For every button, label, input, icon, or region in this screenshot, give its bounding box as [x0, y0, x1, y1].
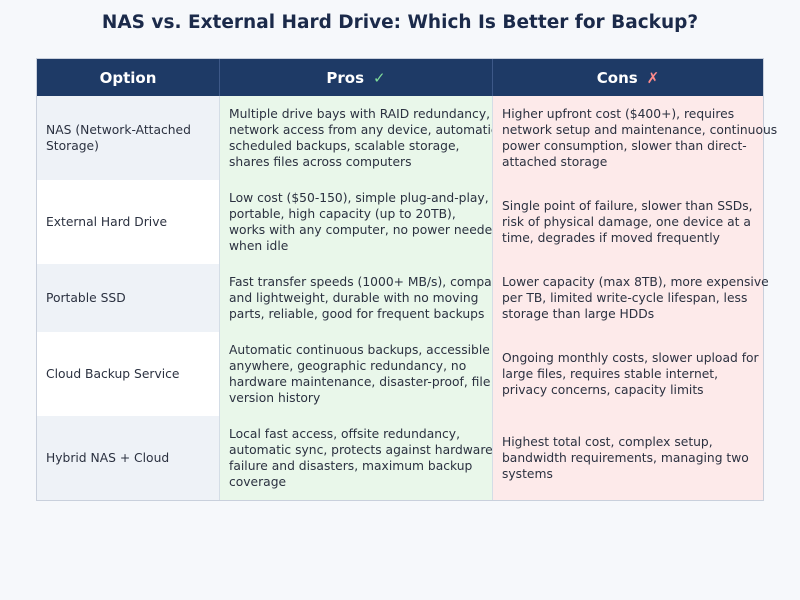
cons-cell-text-line: time, degrades if moved frequently [502, 231, 720, 245]
pros-cell: Local fast access, offsite redundancy, au… [219, 416, 493, 500]
option-cell-text-line: Storage) [46, 139, 99, 153]
pros-cell-text-line: shares files across computers [229, 155, 412, 169]
pros-cell-text-line: parts, reliable, good for frequent backu… [229, 307, 485, 321]
table-row: Cloud Backup Service Automatic continuous… [37, 332, 763, 416]
pros-cell-text-line: works with any computer, no power needed [229, 223, 500, 237]
pros-cell-text-line: coverage [229, 475, 287, 489]
header-option-label: Option [99, 68, 157, 87]
option-cell: Portable SSD [37, 264, 219, 332]
cons-cell-text-line: Single point of failure, slower than SSD… [502, 199, 753, 213]
option-cell: External Hard Drive [37, 180, 219, 264]
page-title: NAS vs. External Hard Drive: Which Is Be… [101, 12, 699, 33]
pros-cell-text-line: automatic sync, protects against hardwar… [229, 443, 493, 457]
cons-cell-text-line: network setup and maintenance, continuou… [502, 123, 778, 137]
pros-cell-text-line: Low cost ($50-150), simple plug-and-play… [229, 191, 489, 205]
option-cell-text-line: Portable SSD [46, 291, 126, 305]
cons-cell-text-line: Ongoing monthly costs, slower upload for [502, 351, 759, 365]
pros-cell-text-line: Automatic continuous backups, accessible [229, 343, 490, 357]
pros-cell-text-line: Local fast access, offsite redundancy, [229, 427, 460, 441]
cons-cell-text-line: Higher upfront cost ($400+), requires [502, 107, 735, 121]
cons-cell-text-line: systems [502, 467, 553, 481]
pros-cell-text-line: network access from any device, automati… [229, 123, 498, 137]
cons-cell: Ongoing monthly costs, slower upload for… [492, 332, 763, 416]
pros-cell: Automatic continuous backups, accessible… [219, 332, 492, 416]
pros-cell-text-line: version history [229, 391, 321, 405]
cons-cell-text-line: Lower capacity (max 8TB), more expensive [502, 275, 769, 289]
option-cell-text-line: External Hard Drive [46, 215, 168, 229]
option-cell-text-line: NAS (Network-Attached [46, 123, 191, 137]
cons-cell: Single point of failure, slower than SSD… [492, 180, 763, 264]
table-row: Portable SSD Fast transfer speeds (1000+ … [37, 264, 769, 332]
pros-cell-text-line: Fast transfer speeds (1000+ MB/s), compa… [229, 275, 504, 289]
cons-cell-text-line: Highest total cost, complex setup, [502, 435, 713, 449]
cross-icon: ✗ [646, 68, 660, 87]
header-option: Option [37, 59, 219, 96]
cons-cell-text-line: per TB, limited write-cycle lifespan, le… [502, 291, 748, 305]
pros-cell: Low cost ($50-150), simple plug-and-play… [219, 180, 500, 264]
option-cell-text-line: Cloud Backup Service [46, 367, 180, 381]
header-cons-label: Cons [596, 68, 638, 87]
cons-cell: Lower capacity (max 8TB), more expensive… [492, 264, 769, 332]
cons-cell-text-line: large files, requires stable internet, [502, 367, 719, 381]
pros-cell-text-line: when idle [229, 239, 289, 253]
pros-cell: Fast transfer speeds (1000+ MB/s), compa… [219, 264, 503, 332]
check-icon: ✓ [373, 68, 386, 87]
cons-cell-text-line: power consumption, slower than direct- [502, 139, 747, 153]
table-row: Hybrid NAS + Cloud Local fast access, off… [37, 416, 763, 500]
option-cell-text-line: Hybrid NAS + Cloud [46, 451, 170, 465]
cons-cell-text-line: risk of physical damage, one device at a [502, 215, 751, 229]
option-cell: NAS (Network-Attached Storage) [37, 96, 219, 180]
option-cell: Cloud Backup Service [37, 332, 219, 416]
option-cell: Hybrid NAS + Cloud [37, 416, 219, 500]
pros-cell-text-line: Multiple drive bays with RAID redundancy… [229, 107, 491, 121]
pros-cell-text-line: failure and disasters, maximum backup [229, 459, 473, 473]
table-row: External Hard Drive Low cost ($50-150), s… [37, 180, 763, 264]
pros-cell-text-line: scheduled backups, scalable storage, [229, 139, 460, 153]
pros-cell: Multiple drive bays with RAID redundancy… [219, 96, 498, 180]
comparison-table: Option Pros ✓ Cons ✗ NAS (Network-Attach… [36, 58, 777, 501]
cons-cell-text-line: attached storage [502, 155, 608, 169]
pros-cell-text-line: portable, high capacity (up to 20TB), [229, 207, 456, 221]
cons-cell-text-line: privacy concerns, capacity limits [502, 383, 704, 397]
cons-cell: Higher upfront cost ($400+), requires net… [492, 96, 777, 180]
cons-cell: Highest total cost, complex setup, bandwi… [492, 416, 763, 500]
header-pros-label: Pros [326, 68, 365, 87]
table-row: NAS (Network-Attached Storage) Multiple dr… [37, 96, 777, 180]
table-header-row: Option Pros ✓ Cons ✗ [37, 59, 763, 96]
cons-cell-text-line: storage than large HDDs [502, 307, 655, 321]
cons-cell-text-line: bandwidth requirements, managing two [502, 451, 749, 465]
table-body: NAS (Network-Attached Storage) Multiple dr… [37, 96, 777, 500]
pros-cell-text-line: and lightweight, durable with no moving [229, 291, 479, 305]
header-cons: Cons ✗ [492, 59, 763, 96]
pros-cell-text-line: hardware maintenance, disaster-proof, fi… [229, 375, 491, 389]
header-pros: Pros ✓ [219, 59, 492, 96]
pros-cell-text-line: anywhere, geographic redundancy, no [229, 359, 467, 373]
